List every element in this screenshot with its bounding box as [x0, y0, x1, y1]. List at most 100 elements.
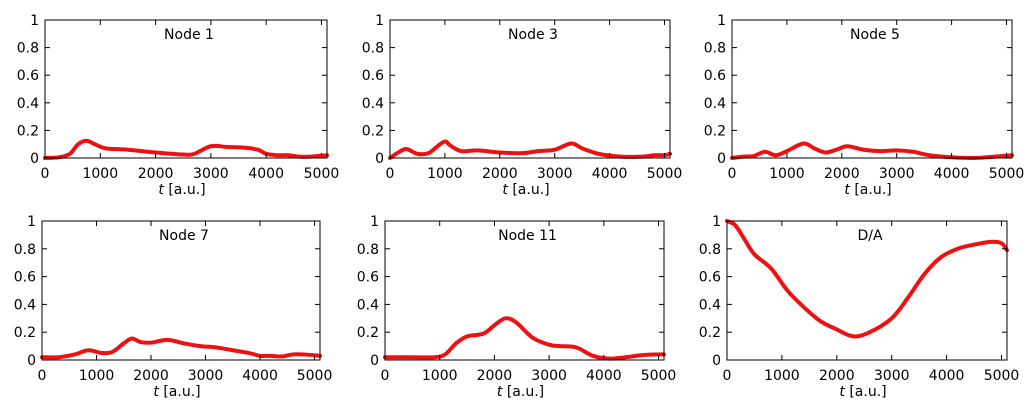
x-tick-label: 1000 [79, 368, 115, 384]
x-tick-label: 0 [38, 368, 47, 384]
x-axis-label-symbol: t [158, 182, 164, 198]
x-axis-label-symbol: t [844, 182, 850, 198]
y-tick-label: 0 [370, 353, 379, 369]
x-tick-label: 3000 [537, 166, 573, 182]
series-line [388, 139, 672, 160]
axes-frame [726, 220, 1008, 361]
axes-frame [44, 19, 328, 159]
x-tick-label: 0 [728, 166, 737, 182]
x-tick-label: 5000 [297, 368, 333, 384]
y-tick-label: 0.2 [14, 325, 36, 341]
x-tick-label: 2000 [133, 368, 169, 384]
y-tick-label: 0 [375, 151, 384, 167]
y-tick-label: 0.6 [704, 68, 726, 84]
y-tick-label: 0.4 [699, 297, 721, 313]
y-tick-label: 0.8 [357, 242, 379, 258]
x-tick-label: 0 [41, 166, 50, 182]
y-tick-label: 0 [717, 151, 726, 167]
x-tick-label: 2000 [824, 166, 860, 182]
x-axis-label: t [a.u.] [497, 384, 544, 400]
x-tick-label: 3000 [874, 368, 910, 384]
y-tick-label: 0 [712, 353, 721, 369]
y-tick-label: 0.2 [17, 123, 39, 139]
y-tick-label: 0.4 [357, 297, 379, 313]
panel-title: Node 5 [850, 27, 900, 43]
y-tick-label: 0.6 [17, 68, 39, 84]
x-tick-label: 1000 [764, 368, 800, 384]
panel-title: Node 1 [164, 27, 214, 43]
x-tick-label: 5000 [647, 166, 683, 182]
subplot-6: 0 1000 2000 3000 4000 5000 0 0.2 0.4 0.6 0.8 1 D/A t … [699, 214, 1020, 400]
x-tick-label: 5000 [989, 166, 1025, 182]
series-line [43, 138, 329, 160]
x-axis-label-unit: [a.u.] [159, 384, 201, 400]
y-tick-label: 0.4 [17, 96, 39, 112]
x-tick-label: 4000 [592, 166, 628, 182]
x-tick-label: 2000 [477, 368, 513, 384]
y-tick-label: 0.6 [362, 68, 384, 84]
x-axis-label-symbol: t [497, 384, 503, 400]
subplot-5: 0 1000 2000 3000 4000 5000 0 0.2 0.4 0.6 0.8 1 Node … [357, 214, 677, 400]
panel-title: Node 3 [508, 27, 558, 43]
subplot-1: 0 1000 2000 3000 4000 5000 0 0.2 0.4 0.6 0.8 1 Node … [17, 13, 340, 198]
x-tick-label: 1000 [427, 166, 463, 182]
x-tick-label: 4000 [586, 368, 622, 384]
x-axis-label: t [a.u.] [839, 384, 886, 400]
x-axis-label: t [a.u.] [844, 182, 891, 198]
y-tick-label: 1 [712, 214, 721, 230]
y-tick-label: 0.2 [699, 325, 721, 341]
y-tick-label: 0.8 [362, 41, 384, 57]
x-tick-label: 2000 [482, 166, 518, 182]
x-tick-label: 3000 [531, 368, 567, 384]
x-axis-label: t [a.u.] [153, 384, 200, 400]
x-axis-label-symbol: t [153, 384, 159, 400]
x-tick-label: 3000 [879, 166, 915, 182]
y-tick-label: 0.4 [704, 96, 726, 112]
panel-title: Node 7 [159, 228, 209, 244]
x-axis-label-unit: [a.u.] [502, 384, 544, 400]
series-line [40, 336, 322, 360]
x-tick-label: 5000 [304, 166, 340, 182]
panel-title: D/A [857, 228, 882, 244]
y-tick-label: 0.4 [362, 96, 384, 112]
x-tick-label: 2000 [138, 166, 174, 182]
x-tick-label: 4000 [934, 166, 970, 182]
axes-frame [389, 19, 671, 159]
y-tick-label: 0 [30, 151, 39, 167]
y-tick-label: 0.2 [362, 123, 384, 139]
subplot-4: 0 1000 2000 3000 4000 5000 0 0.2 0.4 0.6 0.8 1 Node … [14, 214, 333, 400]
subplot-3: 0 1000 2000 3000 4000 5000 0 0.2 0.4 0.6 0.8 1 Node … [704, 13, 1025, 198]
y-tick-label: 0.4 [14, 297, 36, 313]
series-line [383, 316, 666, 361]
x-tick-label: 4000 [929, 368, 965, 384]
x-axis-label-symbol: t [502, 182, 508, 198]
x-tick-label: 0 [386, 166, 395, 182]
x-tick-label: 4000 [248, 166, 284, 182]
x-tick-label: 5000 [984, 368, 1020, 384]
x-tick-label: 1000 [82, 166, 118, 182]
subplot-2: 0 1000 2000 3000 4000 5000 0 0.2 0.4 0.6 0.8 1 Node … [362, 13, 683, 198]
y-tick-label: 1 [370, 214, 379, 230]
x-tick-label: 2000 [819, 368, 855, 384]
y-tick-label: 1 [30, 13, 39, 29]
y-tick-label: 0.8 [14, 242, 36, 258]
y-tick-label: 0.2 [704, 123, 726, 139]
axes-frame [384, 220, 665, 361]
x-tick-label: 1000 [422, 368, 458, 384]
x-axis-label-unit: [a.u.] [508, 182, 550, 198]
y-tick-label: 1 [375, 13, 384, 29]
y-tick-label: 0.6 [14, 270, 36, 286]
y-tick-label: 0.8 [699, 242, 721, 258]
x-tick-label: 3000 [193, 166, 229, 182]
series-line [730, 141, 1014, 161]
y-tick-label: 1 [27, 214, 36, 230]
x-tick-label: 4000 [242, 368, 278, 384]
x-axis-label-unit: [a.u.] [164, 182, 206, 198]
series-line [725, 219, 1009, 339]
y-tick-label: 0.8 [17, 41, 39, 57]
y-tick-label: 0.6 [699, 270, 721, 286]
x-axis-label: t [a.u.] [502, 182, 549, 198]
y-tick-label: 0 [27, 353, 36, 369]
y-tick-label: 0.6 [357, 270, 379, 286]
